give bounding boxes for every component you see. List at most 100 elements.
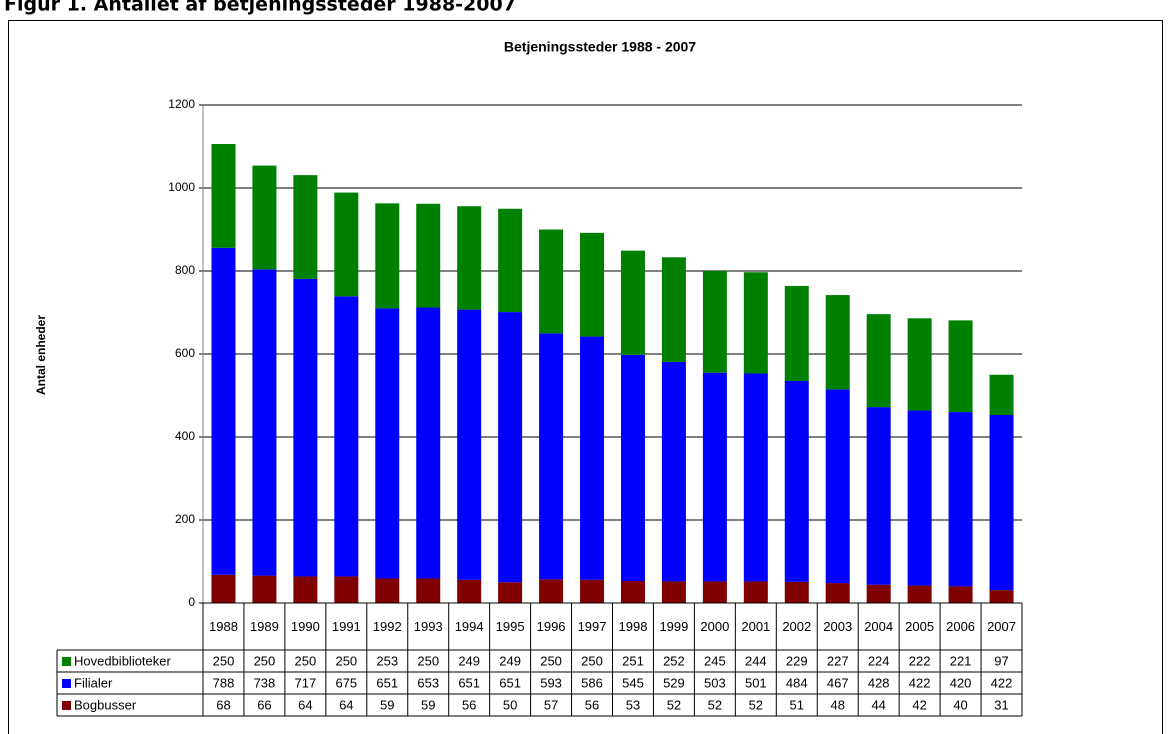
table-value: 252 — [663, 653, 685, 668]
table-value: 651 — [458, 675, 480, 690]
bar-segment — [211, 247, 236, 575]
bar-segment — [580, 232, 605, 337]
bar-segment — [907, 410, 932, 586]
table-value: 245 — [704, 653, 726, 668]
legend-label: Hovedbiblioteker — [74, 653, 172, 668]
table-value: 64 — [339, 697, 353, 712]
table-value: 48 — [830, 697, 844, 712]
bar-segment — [948, 586, 973, 603]
table-value: 42 — [912, 697, 926, 712]
table-value: 653 — [417, 675, 439, 690]
bar-segment — [539, 579, 564, 603]
table-value: 222 — [909, 653, 931, 668]
legend-key — [62, 701, 71, 710]
legend-label: Filialer — [74, 675, 113, 690]
x-tick-label: 1995 — [496, 619, 525, 634]
table-value: 66 — [257, 697, 271, 712]
table-value: 57 — [544, 697, 558, 712]
bar-segment — [825, 295, 850, 390]
y-tick-label: 800 — [175, 263, 195, 277]
bar-segment — [702, 271, 727, 373]
bar-segment — [211, 144, 236, 248]
x-tick-label: 1990 — [291, 619, 320, 634]
bar-segment — [907, 318, 932, 411]
x-tick-label: 1992 — [373, 619, 402, 634]
bar-segment — [620, 581, 645, 603]
bar-segment — [293, 278, 318, 577]
bar-segment — [743, 272, 768, 374]
table-value: 422 — [909, 675, 931, 690]
table-value: 738 — [254, 675, 276, 690]
bar-segment — [498, 582, 523, 603]
table-value: 56 — [462, 697, 476, 712]
table-value: 250 — [295, 653, 317, 668]
table-value: 545 — [622, 675, 644, 690]
x-tick-label: 1997 — [578, 619, 607, 634]
bar-segment — [375, 308, 400, 579]
bar-segment — [580, 579, 605, 603]
chart-title: Betjeningssteder 1988 - 2007 — [504, 39, 696, 55]
x-tick-label: 2005 — [905, 619, 934, 634]
table-value: 249 — [458, 653, 480, 668]
bar-segment — [334, 576, 359, 603]
table-value: 249 — [499, 653, 521, 668]
bar-segment — [620, 354, 645, 582]
bar-segment — [252, 269, 277, 576]
x-tick-label: 2004 — [864, 619, 893, 634]
figure-title: Figur 1. Antallet af betjeningssteder 19… — [4, 0, 516, 16]
table-value: 59 — [421, 697, 435, 712]
table-value: 229 — [786, 653, 808, 668]
table-value: 31 — [994, 697, 1008, 712]
bar-segment — [784, 380, 809, 582]
bar-segment — [293, 576, 318, 603]
bar-segment — [866, 314, 891, 408]
bar-segment — [375, 203, 400, 309]
table-value: 250 — [540, 653, 562, 668]
table-value: 788 — [213, 675, 235, 690]
table-value: 250 — [581, 653, 603, 668]
x-tick-label: 2002 — [782, 619, 811, 634]
bar-segment — [866, 407, 891, 585]
bar-segment — [539, 229, 564, 334]
legend-label: Bogbusser — [74, 697, 137, 712]
table-value: 422 — [991, 675, 1013, 690]
bar-segment — [498, 208, 523, 313]
table-value: 56 — [585, 697, 599, 712]
bar-segment — [457, 206, 482, 310]
table-value: 52 — [708, 697, 722, 712]
table-value: 420 — [950, 675, 972, 690]
table-value: 428 — [868, 675, 890, 690]
bar-segment — [334, 192, 359, 297]
bar-segment — [948, 412, 973, 587]
table-value: 251 — [622, 653, 644, 668]
bar-segment — [661, 257, 686, 362]
table-value: 44 — [871, 697, 885, 712]
y-tick-label: 600 — [175, 346, 195, 360]
bar-segment — [416, 578, 441, 603]
table-value: 59 — [380, 697, 394, 712]
bar-segment — [620, 250, 645, 355]
table-value: 250 — [213, 653, 235, 668]
table-value: 224 — [868, 653, 890, 668]
bar-segment — [825, 389, 850, 584]
table-value: 593 — [540, 675, 562, 690]
table-value: 97 — [994, 653, 1008, 668]
bar-segment — [948, 320, 973, 413]
table-value: 503 — [704, 675, 726, 690]
table-value: 51 — [790, 697, 804, 712]
bar-segment — [743, 581, 768, 603]
x-tick-label: 1999 — [659, 619, 688, 634]
x-tick-label: 2003 — [823, 619, 852, 634]
table-value: 675 — [335, 675, 357, 690]
table-value: 529 — [663, 675, 685, 690]
table-value: 250 — [254, 653, 276, 668]
bar-segment — [989, 415, 1014, 591]
bar-segment — [293, 175, 318, 279]
table-value: 586 — [581, 675, 603, 690]
table-value: 64 — [298, 697, 312, 712]
table-value: 244 — [745, 653, 767, 668]
x-tick-label: 2001 — [741, 619, 770, 634]
bar-segment — [457, 309, 482, 580]
x-tick-label: 1989 — [250, 619, 279, 634]
